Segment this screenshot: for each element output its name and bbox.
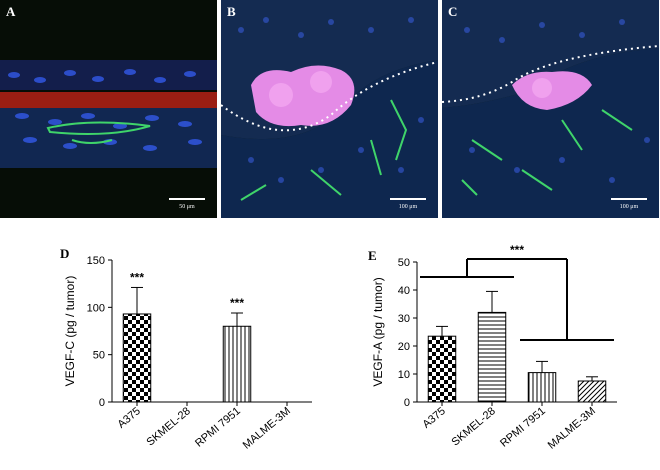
chart-e-group-significance: *** — [510, 243, 524, 257]
scale-bar-a-label: 50 μm — [179, 204, 195, 210]
scale-bar-a: 50 μm — [169, 198, 205, 210]
scale-bar-b: 100 μm — [390, 198, 426, 210]
chart-d-x-tick-label: RPMI 7951 — [193, 405, 243, 450]
chart-e-bar — [427, 335, 457, 403]
panel-label-c: C — [448, 4, 458, 19]
panel-label-a: A — [6, 4, 16, 19]
chart-d-y-axis-label: VEGF-C (pg / tumor) — [63, 276, 77, 387]
chart-e-y-tick-label: 0 — [404, 397, 410, 409]
micrograph-panel-b: B 100 μm — [221, 0, 438, 218]
chart-e-x-tick-label: RPMI 7951 — [498, 405, 548, 450]
chart-e-y-tick-label: 40 — [398, 285, 410, 297]
chart-e-y-tick-label: 30 — [398, 313, 410, 325]
chart-e-y-tick-label: 10 — [398, 369, 410, 381]
scale-bar-c-label: 100 μm — [619, 204, 639, 210]
chart-e-y-tick-label: 50 — [398, 257, 410, 269]
chart-e: E 0 10 20 30 40 50 VEGF-A (pg / tumor) A375 SKMEL… — [368, 243, 617, 452]
chart-d-significance: *** — [230, 296, 244, 310]
chart-d-x-tick-label: SKMEL-28 — [144, 405, 192, 448]
chart-d-bar — [222, 325, 252, 403]
chart-e-x-tick-label: SKMEL-28 — [449, 405, 497, 448]
chart-d-x-tick-label: MALME-3M — [241, 405, 293, 452]
chart-e-bar — [577, 380, 607, 403]
chart-e-bar — [477, 311, 507, 403]
micrograph-c-image — [442, 0, 659, 218]
micrograph-b-image — [221, 0, 438, 218]
chart-d-y-tick-label: 50 — [93, 350, 105, 362]
chart-e-x-tick-label: MALME-3M — [546, 405, 598, 452]
micrograph-panel-a: A 50 μm — [0, 0, 217, 218]
chart-d-bar — [122, 313, 152, 403]
chart-e-y-tick-label: 20 — [398, 341, 410, 353]
chart-e-x-tick-label: A375 — [421, 405, 448, 431]
chart-e-bar — [527, 372, 557, 403]
chart-d-y-tick-label: 0 — [99, 397, 105, 409]
chart-d-y-tick-label: 150 — [87, 255, 105, 267]
chart-e-y-axis-label: VEGF-A (pg / tumor) — [371, 277, 385, 386]
chart-d-panel-label: D — [60, 246, 69, 261]
scale-bar-c: 100 μm — [611, 198, 647, 210]
chart-d-x-tick-label: A375 — [116, 405, 143, 431]
micrograph-panel-c: C 100 μm — [442, 0, 659, 218]
chart-d-y-tick-label: 100 — [87, 302, 105, 314]
micrograph-a-image — [0, 0, 217, 218]
chart-e-panel-label: E — [368, 248, 377, 263]
chart-d-significance: *** — [130, 270, 144, 284]
panel-label-b: B — [227, 4, 236, 19]
chart-d: D 0 50 100 150 VEGF-C (pg / tumor) *** A375 SKME… — [60, 246, 312, 452]
scale-bar-b-label: 100 μm — [398, 204, 418, 210]
